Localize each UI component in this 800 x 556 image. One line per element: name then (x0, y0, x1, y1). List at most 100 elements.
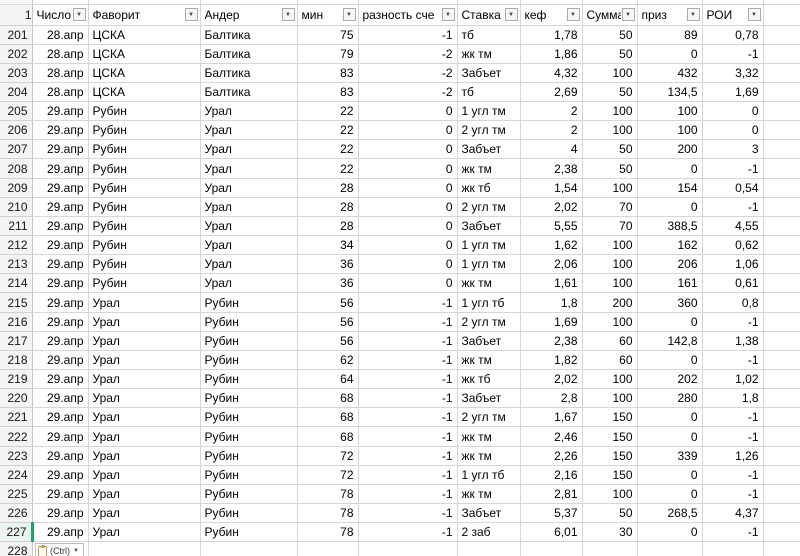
cell[interactable]: 6,01 (520, 522, 583, 543)
cell[interactable]: 0,54 (702, 178, 764, 198)
cell[interactable]: Рубин (88, 216, 201, 237)
cell[interactable] (297, 541, 359, 556)
cell[interactable]: Рубин (200, 312, 298, 332)
cell[interactable]: 2,02 (520, 197, 583, 217)
cell[interactable] (763, 388, 800, 409)
cell[interactable]: 1,82 (520, 350, 583, 371)
cell[interactable]: 134,5 (637, 82, 703, 103)
column-header-5[interactable]: разность сче ▼ (358, 4, 458, 26)
cell[interactable]: жк тб (457, 369, 521, 390)
cell[interactable] (88, 0, 201, 5)
cell[interactable] (763, 407, 800, 428)
cell[interactable]: 36 (297, 273, 359, 294)
cell[interactable]: 30 (582, 522, 638, 543)
row-header-cell[interactable]: 214 (0, 273, 33, 294)
cell[interactable]: 29.апр (32, 101, 89, 122)
row-header-cell[interactable]: 220 (0, 388, 33, 409)
cell[interactable]: 0 (637, 484, 703, 505)
cell[interactable] (763, 44, 800, 64)
cell[interactable]: 268,5 (637, 503, 703, 524)
cell[interactable]: 2,06 (520, 254, 583, 275)
cell[interactable]: 29.апр (32, 197, 89, 217)
cell[interactable]: 142,8 (637, 331, 703, 351)
cell[interactable]: -1 (358, 426, 458, 447)
column-header-7[interactable]: кеф ▼ (520, 4, 583, 26)
column-header-3[interactable]: Андер ▼ (200, 4, 298, 26)
cell[interactable]: 2 угл тм (457, 312, 521, 332)
cell[interactable]: Урал (88, 465, 201, 485)
cell[interactable] (520, 541, 583, 556)
cell[interactable]: Урал (88, 292, 201, 313)
cell[interactable]: 2 угл тм (457, 407, 521, 428)
cell[interactable]: Рубин (88, 120, 201, 141)
cell[interactable] (763, 82, 800, 103)
row-header-cell[interactable]: 222 (0, 426, 33, 447)
cell[interactable]: 1 угл тб (457, 292, 521, 313)
cell[interactable]: Рубин (200, 465, 298, 485)
cell[interactable]: 1,8 (702, 388, 764, 409)
cell[interactable]: 0 (702, 101, 764, 122)
cell[interactable]: Урал (88, 369, 201, 390)
cell[interactable]: 2,69 (520, 82, 583, 103)
row-header-cell[interactable]: 203 (0, 63, 33, 83)
cell[interactable]: 78 (297, 522, 359, 543)
cell[interactable] (763, 25, 800, 45)
cell[interactable]: 0 (358, 216, 458, 237)
cell[interactable]: 2 (520, 101, 583, 122)
column-header-9[interactable]: приз ▼ (637, 4, 703, 26)
row-header-cell[interactable]: 218 (0, 350, 33, 371)
cell[interactable]: 2 угл тм (457, 197, 521, 217)
row-header-cell[interactable]: 202 (0, 44, 33, 64)
cell[interactable] (763, 522, 800, 543)
cell[interactable]: 29.апр (32, 139, 89, 160)
cell[interactable] (637, 0, 703, 5)
cell[interactable]: 100 (582, 254, 638, 275)
row-header-cell[interactable]: 221 (0, 407, 33, 428)
cell[interactable] (763, 254, 800, 275)
cell[interactable]: 29.апр (32, 254, 89, 275)
cell[interactable]: Рубин (88, 235, 201, 256)
cell[interactable]: 72 (297, 446, 359, 466)
cell[interactable]: Рубин (200, 350, 298, 371)
cell[interactable]: Рубин (88, 197, 201, 217)
cell[interactable]: Забъет (457, 388, 521, 409)
cell[interactable]: 150 (582, 446, 638, 466)
cell[interactable]: Урал (88, 312, 201, 332)
cell[interactable]: 5,55 (520, 216, 583, 237)
cell[interactable]: -2 (358, 44, 458, 64)
cell[interactable]: 0 (358, 197, 458, 217)
cell[interactable]: Рубин (200, 484, 298, 505)
cell[interactable]: Урал (88, 522, 201, 543)
row-header-cell[interactable]: 211 (0, 216, 33, 237)
cell[interactable]: 162 (637, 235, 703, 256)
cell[interactable]: 0 (358, 178, 458, 198)
cell[interactable]: 28 (297, 216, 359, 237)
cell[interactable]: -1 (702, 484, 764, 505)
cell[interactable]: 0,78 (702, 25, 764, 45)
cell[interactable]: 56 (297, 312, 359, 332)
cell[interactable]: Урал (200, 158, 298, 179)
row-header-cell[interactable]: 226 (0, 503, 33, 524)
row-header-cell[interactable]: 227 (0, 522, 34, 543)
cell[interactable]: 29.апр (32, 292, 89, 313)
cell[interactable]: -1 (358, 407, 458, 428)
cell[interactable]: 78 (297, 484, 359, 505)
cell[interactable]: 62 (297, 350, 359, 371)
cell[interactable]: жк тб (457, 178, 521, 198)
cell[interactable]: 0,61 (702, 273, 764, 294)
cell[interactable]: 0,62 (702, 235, 764, 256)
row-header-cell[interactable]: 216 (0, 312, 33, 332)
cell[interactable]: 0 (637, 426, 703, 447)
cell[interactable]: 29.апр (32, 350, 89, 371)
cell[interactable] (763, 139, 800, 160)
cell[interactable]: Забъет (457, 139, 521, 160)
cell[interactable]: Урал (200, 216, 298, 237)
cell[interactable]: Урал (200, 197, 298, 217)
cell[interactable]: 339 (637, 446, 703, 466)
cell[interactable]: 4 (520, 139, 583, 160)
cell[interactable]: -1 (358, 350, 458, 371)
cell[interactable]: Урал (88, 388, 201, 409)
cell[interactable]: жк тм (457, 484, 521, 505)
cell[interactable]: -1 (358, 446, 458, 466)
cell[interactable]: 29.апр (32, 158, 89, 179)
